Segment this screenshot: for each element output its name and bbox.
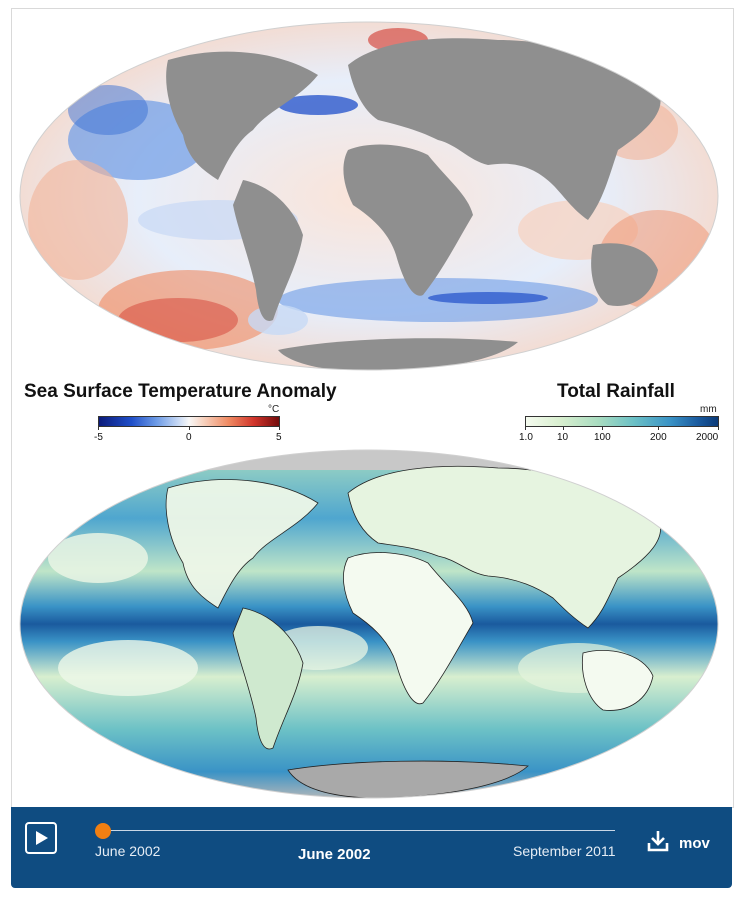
sst-tick-label: -5 <box>94 432 103 443</box>
sst-unit-label: °C <box>268 404 280 415</box>
sst-tick-mark <box>98 426 99 430</box>
rainfall-tick-mark <box>525 426 526 430</box>
rainfall-legend-title: Total Rainfall <box>557 381 675 402</box>
current-date-label: June 2002 <box>298 846 371 863</box>
rainfall-tick-mark <box>658 426 659 430</box>
rainfall-tick-mark <box>602 426 603 430</box>
sst-tick-mark <box>279 426 280 430</box>
rainfall-tick-mark <box>563 426 564 430</box>
download-icon <box>647 831 669 852</box>
rainfall-tick-label: 10 <box>557 432 569 443</box>
animation-player: June 2002 June 2002 September 2011 mov <box>11 807 732 888</box>
rainfall-tick-label: 200 <box>650 432 667 443</box>
rainfall-tick-mark <box>718 426 719 430</box>
download-format-label: mov <box>679 835 710 852</box>
sst-tick-label: 5 <box>276 432 282 443</box>
play-icon <box>36 831 48 845</box>
rainfall-tick-label: 1.0 <box>519 432 533 443</box>
rainfall-tick-label: 100 <box>594 432 611 443</box>
sst-tick-mark <box>189 426 190 430</box>
rainfall-tick-label: 2000 <box>696 432 719 443</box>
timeline-track[interactable] <box>102 830 615 831</box>
play-button[interactable] <box>25 822 57 854</box>
timeline-end-label: September 2011 <box>513 843 616 859</box>
rainfall-unit-label: mm <box>700 404 717 415</box>
sst-legend-title: Sea Surface Temperature Anomaly <box>24 381 337 402</box>
sst-anomaly-map <box>19 21 719 371</box>
rainfall-map <box>19 449 719 799</box>
sst-tick-label: 0 <box>186 432 192 443</box>
timeline-start-label: June 2002 <box>95 843 161 859</box>
rainfall-colorbar <box>525 416 719 427</box>
timeline-handle[interactable] <box>95 823 111 839</box>
